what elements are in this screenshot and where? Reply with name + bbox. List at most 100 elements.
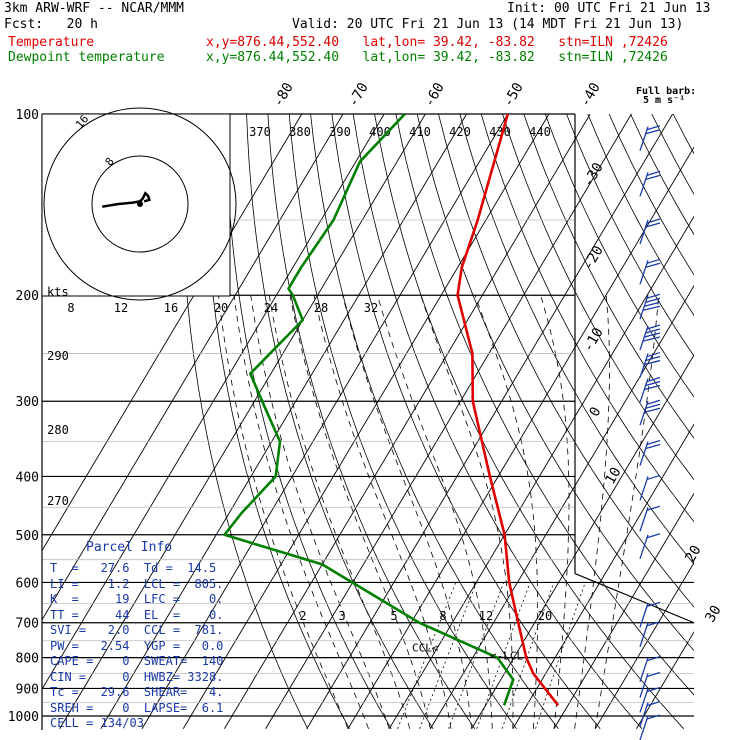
moist-adiabat-line (218, 295, 349, 729)
mixing-ratio-label: 5 (390, 609, 397, 623)
isotherm-line (471, 354, 694, 729)
speed-tick-label: 8 (67, 301, 74, 315)
theta-label: 370 (249, 125, 271, 139)
hodograph-origin (137, 201, 143, 207)
isotherm-line (141, 114, 509, 729)
moist-adiabat-line (313, 295, 452, 729)
moist-adiabat-line (233, 295, 369, 729)
wind-barb (639, 621, 661, 647)
pressure-tick-label: 1000 (8, 710, 39, 725)
wind-barb (639, 376, 661, 403)
mixing-ratio-line (419, 582, 477, 729)
wind-barb (639, 218, 661, 245)
speed-tick-label: 16 (164, 301, 178, 315)
dry-adiabat-line (438, 114, 694, 608)
parcel-info-row: CELL = 134/03 (50, 716, 144, 730)
pressure-tick-label: 400 (16, 470, 39, 485)
wind-barb (639, 505, 661, 532)
mixing-ratio-label: 20 (538, 609, 552, 623)
lcl-marker: <-LCL (490, 649, 523, 662)
moist-adiabat-line (268, 295, 411, 729)
isotherm-label: -40 (577, 80, 604, 110)
moist-adiabat-line (540, 295, 570, 729)
dry-adiabat-line (608, 114, 694, 276)
isotherm-label: -60 (421, 80, 448, 110)
ccl-marker: CCL< (412, 641, 439, 654)
dry-adiabat-label: 280 (47, 423, 69, 437)
dry-adiabat-line (694, 114, 740, 729)
isotherm-label: 20 (682, 543, 704, 566)
pressure-tick-label: 800 (16, 652, 39, 667)
wind-barb (639, 351, 661, 378)
wind-barb (639, 293, 661, 320)
moist-adiabat-line (474, 295, 538, 729)
moist-adiabat-line (250, 295, 390, 729)
moist-adiabat-line (289, 295, 431, 729)
hodograph-ring (91, 155, 189, 253)
pressure-tick-label: 900 (16, 682, 39, 697)
parcel-info-row: CIN = 0 HWBZ= 3328. (50, 669, 224, 684)
isotherm-line (42, 114, 385, 690)
init-time: Init: 00 UTC Fri 21 Jun 13 (507, 1, 711, 16)
isotherm-label: -80 (270, 80, 297, 110)
moist-adiabat-line (574, 295, 610, 729)
isotherm-line (100, 114, 467, 729)
parcel-info-row: SVI = 2.0 CCL = 781. (50, 623, 224, 637)
parcel-info-row: T = 27.6 Td = 14.5 (50, 561, 217, 575)
parcel-info-row: PW = 2.54 YGP = 0.0 (50, 638, 224, 653)
isotherm-label: 0 (586, 404, 604, 419)
theta-label: 410 (409, 125, 431, 139)
speed-tick-label: 20 (214, 301, 228, 315)
mixing-ratio-label: 12 (479, 609, 493, 623)
theta-label: 390 (329, 125, 351, 139)
mixing-ratio-line (535, 582, 586, 729)
mixing-ratio-line (476, 582, 531, 729)
parcel-info-row: LI = 1.2 LCL = 805. (50, 576, 224, 591)
isotherm-line (347, 146, 694, 729)
hodograph-trace (101, 191, 151, 208)
speed-tick-label: 12 (114, 301, 128, 315)
parcel-info-row: SREH = 0 LAPSE= 6.1 (50, 700, 224, 715)
isotherm-line (553, 492, 694, 729)
speed-tick-label: 28 (314, 301, 328, 315)
speed-tick-label: 24 (264, 301, 278, 315)
isotherm-line (182, 114, 550, 729)
wind-barb (639, 170, 661, 197)
mixing-ratio-label: 2 (299, 609, 306, 623)
dry-adiabat-line (331, 114, 601, 730)
parcel-info-row: TT = 44 EL = 0. (50, 607, 224, 622)
moist-adiabat-line (420, 295, 514, 729)
mixing-ratio-label: 8 (439, 609, 446, 623)
isotherm-line (224, 114, 591, 729)
parcel-info-row: CAPE = 0 SWEAT= 140 (50, 654, 224, 668)
mixing-ratio-label: 3 (338, 609, 345, 623)
dry-adiabat-line (651, 114, 694, 195)
isotherm-line (306, 114, 673, 729)
wind-barb (639, 601, 661, 628)
isotherm-label: -70 (345, 80, 372, 110)
isotherm-line (512, 423, 694, 729)
wind-barb (639, 700, 661, 727)
theta-label: 430 (489, 125, 511, 139)
pressure-tick-label: 300 (16, 395, 39, 410)
dry-adiabat-line (310, 114, 559, 730)
wind-barb (639, 714, 661, 740)
isotherm-line (42, 114, 344, 621)
dry-adiabat-line (203, 114, 350, 729)
isotherm-label: 10 (602, 465, 624, 488)
isotherm-line (594, 561, 694, 729)
hodograph-units: kts (47, 285, 69, 299)
wind-barb (639, 474, 661, 501)
wind-barb (639, 671, 661, 698)
theta-label: 380 (289, 125, 311, 139)
isotherm-line (430, 284, 694, 729)
hodograph-ring (43, 107, 237, 301)
wind-barb (639, 125, 661, 151)
mixing-ratio-line (501, 582, 555, 729)
dewpoint-location: x,y=876.44,552.40 lat,lon= 39.42, -83.82… (206, 50, 668, 65)
mixing-ratio-line (448, 582, 505, 729)
wind-barb (639, 656, 661, 682)
forecast-hour: Fcst: 20 h (4, 17, 98, 32)
theta-label: 420 (449, 125, 471, 139)
